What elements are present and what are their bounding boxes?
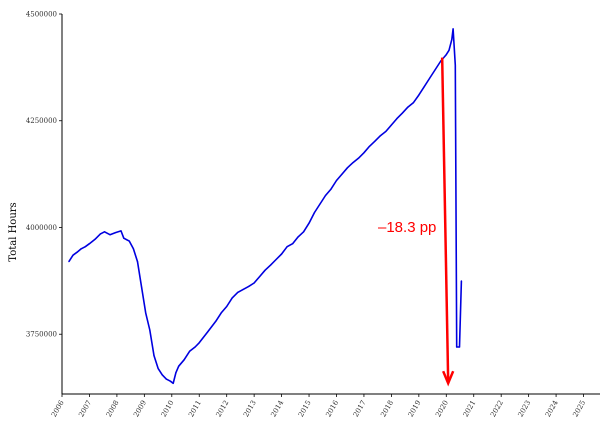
y-axis-title: Total Hours xyxy=(8,202,19,261)
y-axis-ticks: 3750000 4000000 4250000 4500000 xyxy=(26,11,62,339)
data-point xyxy=(157,367,159,369)
data-point xyxy=(215,320,217,322)
data-point xyxy=(423,86,425,88)
data-point xyxy=(109,234,111,236)
data-point xyxy=(132,248,134,250)
data-point xyxy=(460,280,462,282)
data-point xyxy=(99,233,101,235)
data-point xyxy=(363,152,365,154)
data-point xyxy=(407,106,409,108)
data-point xyxy=(292,243,294,245)
data-point xyxy=(149,329,151,331)
data-point xyxy=(448,49,450,51)
data-point xyxy=(123,237,125,239)
data-point xyxy=(259,276,261,278)
data-point xyxy=(169,380,171,382)
data-point xyxy=(429,77,431,79)
data-point xyxy=(103,231,106,233)
data-point xyxy=(248,285,250,287)
data-point xyxy=(88,243,90,245)
data-point xyxy=(153,355,155,357)
data-point xyxy=(357,157,359,159)
y-tick-label: 4000000 xyxy=(26,224,57,232)
data-point xyxy=(136,261,139,263)
data-point xyxy=(68,261,70,263)
data-point xyxy=(161,374,163,376)
data-point xyxy=(374,140,376,142)
data-point xyxy=(220,312,222,314)
data-point xyxy=(390,124,392,126)
data-point xyxy=(352,162,354,164)
data-point xyxy=(242,288,244,290)
data-point xyxy=(346,167,349,169)
data-point xyxy=(458,346,461,348)
data-point xyxy=(281,253,283,255)
data-point xyxy=(418,94,420,96)
data-point xyxy=(313,211,316,214)
data-point xyxy=(189,350,191,352)
data-point xyxy=(198,342,200,344)
data-point xyxy=(319,203,321,205)
data-point xyxy=(80,248,82,250)
data-point xyxy=(141,286,143,288)
data-point xyxy=(72,254,74,256)
data-point xyxy=(120,230,122,232)
data-point xyxy=(270,264,272,266)
y-tick-label: 4250000 xyxy=(26,117,57,125)
data-point xyxy=(434,68,436,71)
data-point xyxy=(456,346,458,348)
data-point xyxy=(237,291,239,293)
data-point xyxy=(445,54,447,56)
data-point xyxy=(194,346,196,348)
data-point xyxy=(335,179,338,182)
drop-arrow-head xyxy=(442,370,455,387)
data-point xyxy=(330,188,332,190)
data-point xyxy=(379,135,381,137)
data-point xyxy=(401,112,403,114)
data-point xyxy=(175,372,177,374)
annotation-layer: –18.3 pp xyxy=(378,57,455,387)
data-point xyxy=(385,130,387,132)
axes xyxy=(61,14,600,395)
data-point xyxy=(226,305,228,308)
drop-annotation-label: –18.3 pp xyxy=(378,219,436,236)
data-point xyxy=(76,251,78,253)
data-point xyxy=(94,238,96,240)
drop-arrow-shaft xyxy=(440,57,450,382)
data-point xyxy=(275,258,277,261)
data-point xyxy=(452,28,454,30)
data-point xyxy=(172,382,174,384)
series-line xyxy=(68,28,463,385)
data-point xyxy=(324,194,327,197)
y-tick-label: 3750000 xyxy=(26,331,57,339)
data-point xyxy=(231,297,233,299)
data-point xyxy=(178,365,180,367)
data-point xyxy=(308,222,310,224)
data-point xyxy=(451,39,453,41)
data-point xyxy=(84,246,86,248)
data-point xyxy=(145,312,147,314)
data-point xyxy=(114,232,117,234)
data-point xyxy=(454,64,456,66)
data-point xyxy=(286,246,288,248)
data-point xyxy=(206,331,209,333)
data-point xyxy=(396,118,398,120)
plot-area xyxy=(68,28,463,385)
data-point xyxy=(412,102,414,104)
data-point xyxy=(253,282,255,284)
y-tick-label: 4500000 xyxy=(26,11,57,19)
data-point xyxy=(297,236,299,238)
data-point xyxy=(128,240,130,242)
data-point xyxy=(341,173,343,175)
data-point xyxy=(264,269,266,271)
data-point xyxy=(303,231,305,233)
data-point xyxy=(165,378,167,380)
data-point xyxy=(368,145,370,147)
data-point xyxy=(183,359,185,361)
